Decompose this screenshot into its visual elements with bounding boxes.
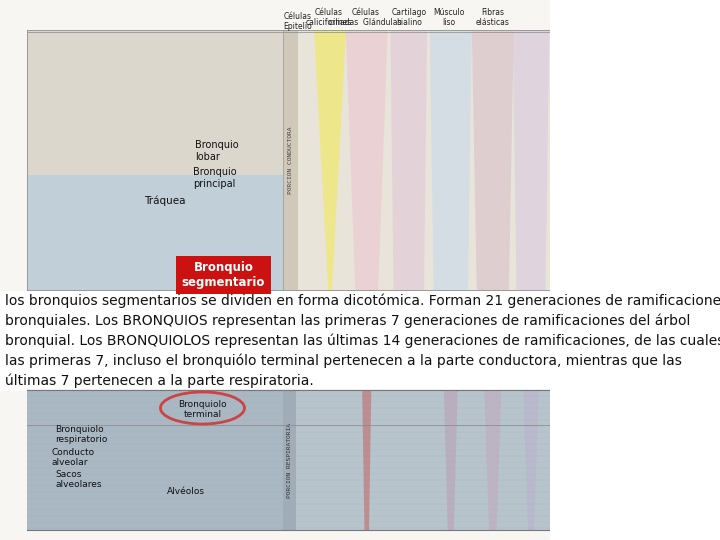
Polygon shape <box>314 30 346 290</box>
Bar <box>0 291 550 391</box>
Polygon shape <box>472 30 514 290</box>
Text: PORCION RESPIRATORIA: PORCION RESPIRATORIA <box>287 422 292 497</box>
Text: Sacos
alveolares: Sacos alveolares <box>55 470 102 489</box>
Bar <box>283 390 297 530</box>
Bar <box>27 30 283 290</box>
Polygon shape <box>485 390 501 530</box>
Bar <box>176 256 271 294</box>
Text: Bronquio
principal: Bronquio principal <box>193 167 237 188</box>
Text: Cartilago
hialino: Cartilago hialino <box>391 8 426 28</box>
Text: Células
Epitelio: Células Epitelio <box>284 12 312 31</box>
Text: Células
ciliadas  Glándulas: Células ciliadas Glándulas <box>329 8 402 28</box>
Bar <box>283 30 298 290</box>
Text: Conducto
alveolar: Conducto alveolar <box>52 448 95 468</box>
Text: Bronquiolo
respiratorio: Bronquiolo respiratorio <box>55 425 107 444</box>
Text: Bronquiolo
terminal: Bronquiolo terminal <box>178 400 227 420</box>
Bar <box>283 30 550 290</box>
Polygon shape <box>523 390 539 530</box>
Text: los bronquios segmentarios se dividen en forma dicotómica. Forman 21 generacione: los bronquios segmentarios se dividen en… <box>4 293 720 388</box>
Bar <box>27 390 550 530</box>
Text: Células
caliciformes: Células caliciformes <box>305 8 351 28</box>
Polygon shape <box>390 30 427 290</box>
Text: Bronquio
lobar: Bronquio lobar <box>195 140 238 161</box>
Polygon shape <box>362 390 372 530</box>
Bar <box>27 175 283 290</box>
Polygon shape <box>513 30 549 290</box>
Text: Fibras
elásticas: Fibras elásticas <box>476 8 510 28</box>
Text: Músculo
liso: Músculo liso <box>433 8 465 28</box>
Polygon shape <box>430 30 472 290</box>
Bar <box>27 30 550 290</box>
Text: PORCION CONDUCTORA: PORCION CONDUCTORA <box>288 126 293 194</box>
Bar <box>27 390 283 530</box>
Text: Alvéolos: Alvéolos <box>166 487 204 496</box>
Text: Tráquea: Tráquea <box>143 196 185 206</box>
Polygon shape <box>444 390 458 530</box>
Text: Bronquio
segmentario: Bronquio segmentario <box>181 261 265 289</box>
Polygon shape <box>346 30 388 290</box>
